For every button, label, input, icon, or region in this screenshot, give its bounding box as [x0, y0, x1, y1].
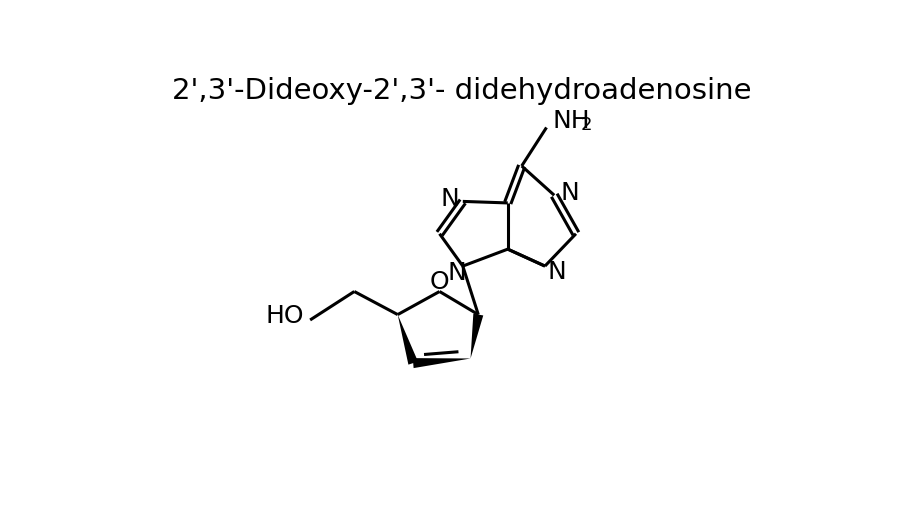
Text: NH: NH	[553, 109, 590, 132]
Text: 2',3'-Dideoxy-2',3'- didehydroadenosine: 2',3'-Dideoxy-2',3'- didehydroadenosine	[172, 77, 751, 105]
Text: N: N	[447, 261, 466, 285]
Polygon shape	[471, 314, 483, 359]
Text: N: N	[548, 259, 567, 283]
Text: 2: 2	[581, 116, 592, 134]
Text: HO: HO	[266, 304, 304, 328]
Text: N: N	[440, 187, 459, 211]
Text: N: N	[561, 181, 579, 205]
Polygon shape	[398, 315, 418, 365]
Polygon shape	[413, 359, 471, 368]
Text: O: O	[429, 269, 449, 293]
